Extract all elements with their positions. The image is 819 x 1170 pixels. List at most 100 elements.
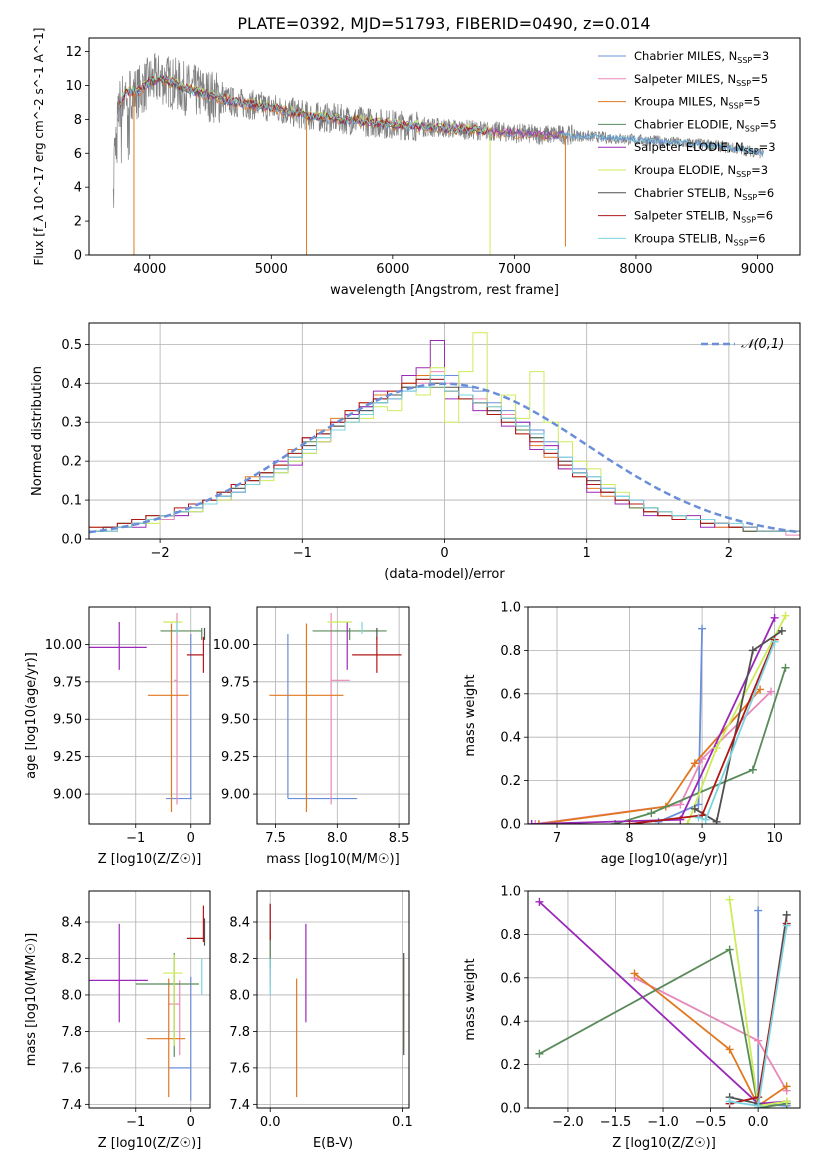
y-tick-label: 8.0 — [61, 988, 82, 1003]
x-tick-label: 8 — [625, 831, 633, 846]
plot-area — [89, 905, 206, 1101]
x-tick-label: 0.0 — [260, 1115, 281, 1130]
weight-marker — [528, 820, 536, 824]
legend-label-sub: SSP — [737, 56, 752, 65]
y-tick-label: 7.4 — [61, 1098, 82, 1113]
weight-line — [614, 667, 787, 824]
weight-marker — [782, 1097, 791, 1106]
legend-label: Salpeter STELIB, NSSP=6 — [634, 209, 773, 225]
x-tick-label: 6000 — [376, 262, 409, 277]
axes-frame — [88, 890, 211, 1109]
axes-frame — [527, 890, 801, 1109]
legend-label: Kroupa MILES, NSSP=5 — [634, 95, 760, 111]
legend-label-main: Kroupa ELODIE, N — [634, 163, 736, 177]
weight-marker — [698, 624, 707, 633]
weight-marker — [535, 897, 544, 906]
x-tick-label: 0 — [440, 546, 448, 561]
y-tick-label: 7.8 — [61, 1025, 82, 1040]
y-tick-label: 8.0 — [229, 988, 250, 1003]
legend-label-tail: =3 — [759, 140, 776, 154]
axes-frame — [256, 890, 410, 1109]
x-tick-label: 0.1 — [392, 1115, 413, 1130]
axes-spectrum: 4000 5000 6000 7000 8000 9000 0 2 4 6 8 10 12 wavelen… — [32, 28, 801, 298]
legend-label: Chabrier MILES, NSSP=3 — [634, 49, 769, 65]
weight-marker — [625, 820, 634, 824]
weight-marker — [770, 637, 779, 646]
y-tick-label: 0.1 — [61, 494, 82, 509]
x-tick-label: 0 — [187, 1115, 195, 1130]
weight-marker — [770, 613, 779, 622]
plot-area — [528, 611, 790, 824]
y-tick-label: 9.00 — [53, 788, 82, 803]
weight-marker — [712, 817, 721, 824]
legend-label-sub: SSP — [729, 102, 744, 111]
axes-frame — [88, 606, 211, 825]
x-tick-label: −1 — [126, 831, 145, 846]
legend-label-tail: =3 — [752, 49, 769, 63]
weight-marker — [683, 820, 692, 824]
weight-marker — [766, 687, 775, 696]
plot-area — [112, 52, 764, 255]
x-tick-label: 1 — [583, 546, 591, 561]
x-tick-label: −1.0 — [647, 1115, 679, 1130]
y-tick-label: 8 — [74, 113, 82, 128]
weight-line — [658, 628, 703, 823]
x-tick-label: 9000 — [741, 262, 774, 277]
weight-line — [633, 972, 788, 1108]
plot-area — [535, 895, 791, 1108]
weight-marker — [781, 663, 790, 672]
axes-age_vs_Z: −1 0 9.00 9.25 9.50 9.75 10.00 Z [log10(Z/Z☉)] a… — [24, 606, 211, 867]
y-tick-label: 6 — [74, 147, 82, 162]
y-tick-label: 10 — [65, 79, 82, 94]
axes-frame — [88, 37, 801, 256]
weight-marker — [725, 1097, 734, 1106]
legend-label-main: Chabrier MILES, N — [634, 49, 737, 63]
weight-marker — [754, 1036, 763, 1045]
legend-label-main: Salpeter STELIB, N — [634, 209, 741, 223]
legend-label-sub: SSP — [736, 79, 751, 88]
legend-label-tail: =6 — [749, 231, 766, 245]
x-tick-label: 8.5 — [389, 831, 410, 846]
spectrum-model-line — [117, 75, 489, 134]
y-tick-label: 0.3 — [61, 416, 82, 431]
legend-label-tail: =5 — [760, 117, 777, 131]
legend-label: 𝒩(0,1) — [741, 337, 784, 352]
plot-area — [269, 612, 402, 813]
legend-label-tail: =3 — [751, 163, 768, 177]
x-axis-label: E(B-V) — [313, 1136, 353, 1151]
legend-label: Salpeter ELODIE, NSSP=3 — [634, 140, 776, 156]
y-tick-label: 9.75 — [53, 675, 82, 690]
weight-marker — [782, 921, 791, 930]
weight-marker — [701, 815, 710, 824]
x-tick-label: 10 — [766, 831, 783, 846]
y-axis-label: Normed distribution — [30, 366, 45, 496]
y-tick-label: 1.0 — [500, 601, 521, 616]
legend-label-sub: SSP — [736, 170, 751, 179]
x-tick-label: 0 — [187, 831, 195, 846]
weight-marker — [777, 626, 786, 635]
x-tick-label: 8000 — [619, 262, 652, 277]
y-tick-label: 0.0 — [500, 818, 521, 833]
plot-area — [89, 332, 800, 539]
axes-frame — [527, 606, 801, 825]
weight-marker — [725, 1045, 734, 1054]
legend-label-sub: SSP — [745, 124, 760, 133]
x-tick-label: −1.5 — [600, 1115, 632, 1130]
x-axis-label: Z [log10(Z/Z☉)] — [612, 1136, 716, 1151]
weight-marker — [690, 804, 699, 813]
legend-label: Kroupa ELODIE, NSSP=3 — [634, 163, 768, 179]
weight-marker — [647, 809, 656, 818]
legend-label-main: Kroupa MILES, N — [634, 95, 729, 109]
weight-marker — [676, 815, 685, 824]
y-tick-label: 9.00 — [221, 788, 250, 803]
weight-marker — [781, 611, 790, 620]
axes-mass_vs_Z: −1 0 7.4 7.6 7.8 8.0 8.2 8.4 Z [log10(Z/Z☉)] mass… — [24, 890, 211, 1151]
y-tick-label: 7.4 — [229, 1098, 250, 1113]
weight-marker — [725, 945, 734, 954]
y-tick-label: 0.2 — [500, 774, 521, 789]
y-tick-label: 2 — [74, 215, 82, 230]
axes-mass_vs_ebv: 0.0 0.1 7.4 7.6 7.8 8.0 8.2 8.4 E(B-V) — [229, 890, 413, 1151]
y-tick-label: 10.00 — [45, 638, 82, 653]
weight-marker — [782, 1082, 791, 1091]
spectrum-model-tail — [562, 131, 764, 156]
